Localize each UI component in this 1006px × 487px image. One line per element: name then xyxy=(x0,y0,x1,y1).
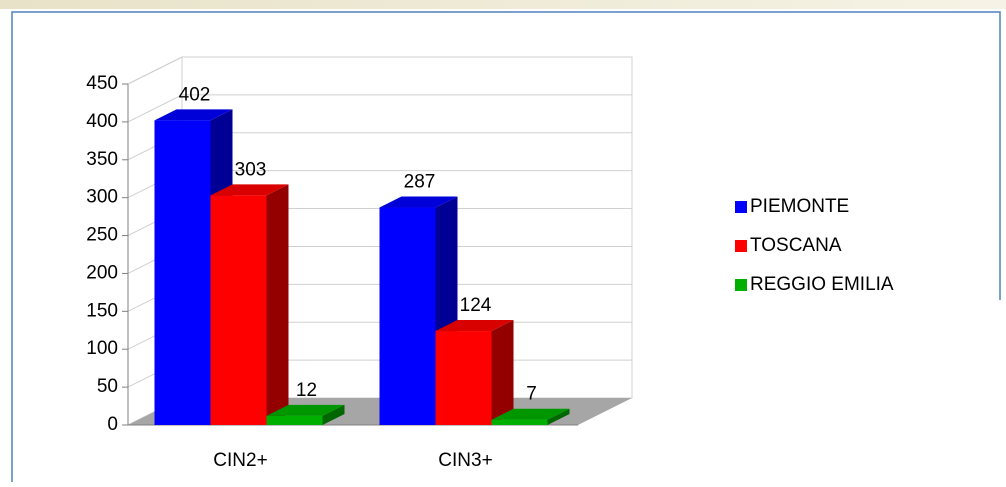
bar-front xyxy=(491,419,548,425)
bar-top xyxy=(379,196,458,208)
legend-swatch xyxy=(735,201,747,213)
value-label: 303 xyxy=(235,159,267,180)
y-tick-label: 250 xyxy=(86,225,118,246)
y-tick-label: 200 xyxy=(86,262,118,283)
grid-line xyxy=(127,94,632,123)
bar-side xyxy=(491,320,514,425)
value-label: 12 xyxy=(296,380,317,401)
value-label: 402 xyxy=(179,84,211,105)
x-tick-label: CIN2+ xyxy=(213,450,267,471)
y-tick-label: 450 xyxy=(86,73,118,94)
y-tick-label: 0 xyxy=(107,414,118,435)
bar-top xyxy=(154,109,233,121)
y-tick-label: 50 xyxy=(97,376,118,397)
bar-front xyxy=(379,207,436,425)
plot-area: 0 50 100 150 200 250 300 350 400 450 CIN2+ 402 303 12… xyxy=(86,56,894,471)
legend-label: REGGIO EMILIA xyxy=(750,274,894,295)
top-band xyxy=(0,0,1006,9)
bar-top xyxy=(491,408,570,420)
bar-top xyxy=(435,320,514,332)
bar-front xyxy=(266,415,323,425)
value-label: 124 xyxy=(460,295,492,316)
y-tick-label: 300 xyxy=(86,187,118,208)
legend-label: PIEMONTE xyxy=(750,196,849,217)
bar xyxy=(210,184,289,425)
legend-swatch xyxy=(735,279,747,291)
bar-side xyxy=(547,408,570,425)
value-label: 287 xyxy=(404,172,436,193)
bar-side xyxy=(322,404,345,425)
bar-side xyxy=(266,184,289,425)
bar-top xyxy=(266,404,345,416)
y-tick-label: 400 xyxy=(86,111,118,132)
y-tick-label: 150 xyxy=(86,300,118,321)
x-tick-label: CIN3+ xyxy=(438,450,492,471)
value-label: 7 xyxy=(526,384,537,405)
bar xyxy=(491,408,570,425)
bar-front xyxy=(154,120,211,425)
grid-line xyxy=(127,56,632,85)
bar-front xyxy=(435,331,492,425)
bar-front xyxy=(210,195,267,425)
bar-top xyxy=(210,184,289,196)
bar xyxy=(435,320,514,425)
y-tick-label: 100 xyxy=(86,338,118,359)
legend-swatch xyxy=(735,240,747,252)
legend-label: TOSCANA xyxy=(750,235,842,256)
frame xyxy=(11,11,1001,482)
bar xyxy=(266,404,345,425)
y-tick-label: 350 xyxy=(86,149,118,170)
